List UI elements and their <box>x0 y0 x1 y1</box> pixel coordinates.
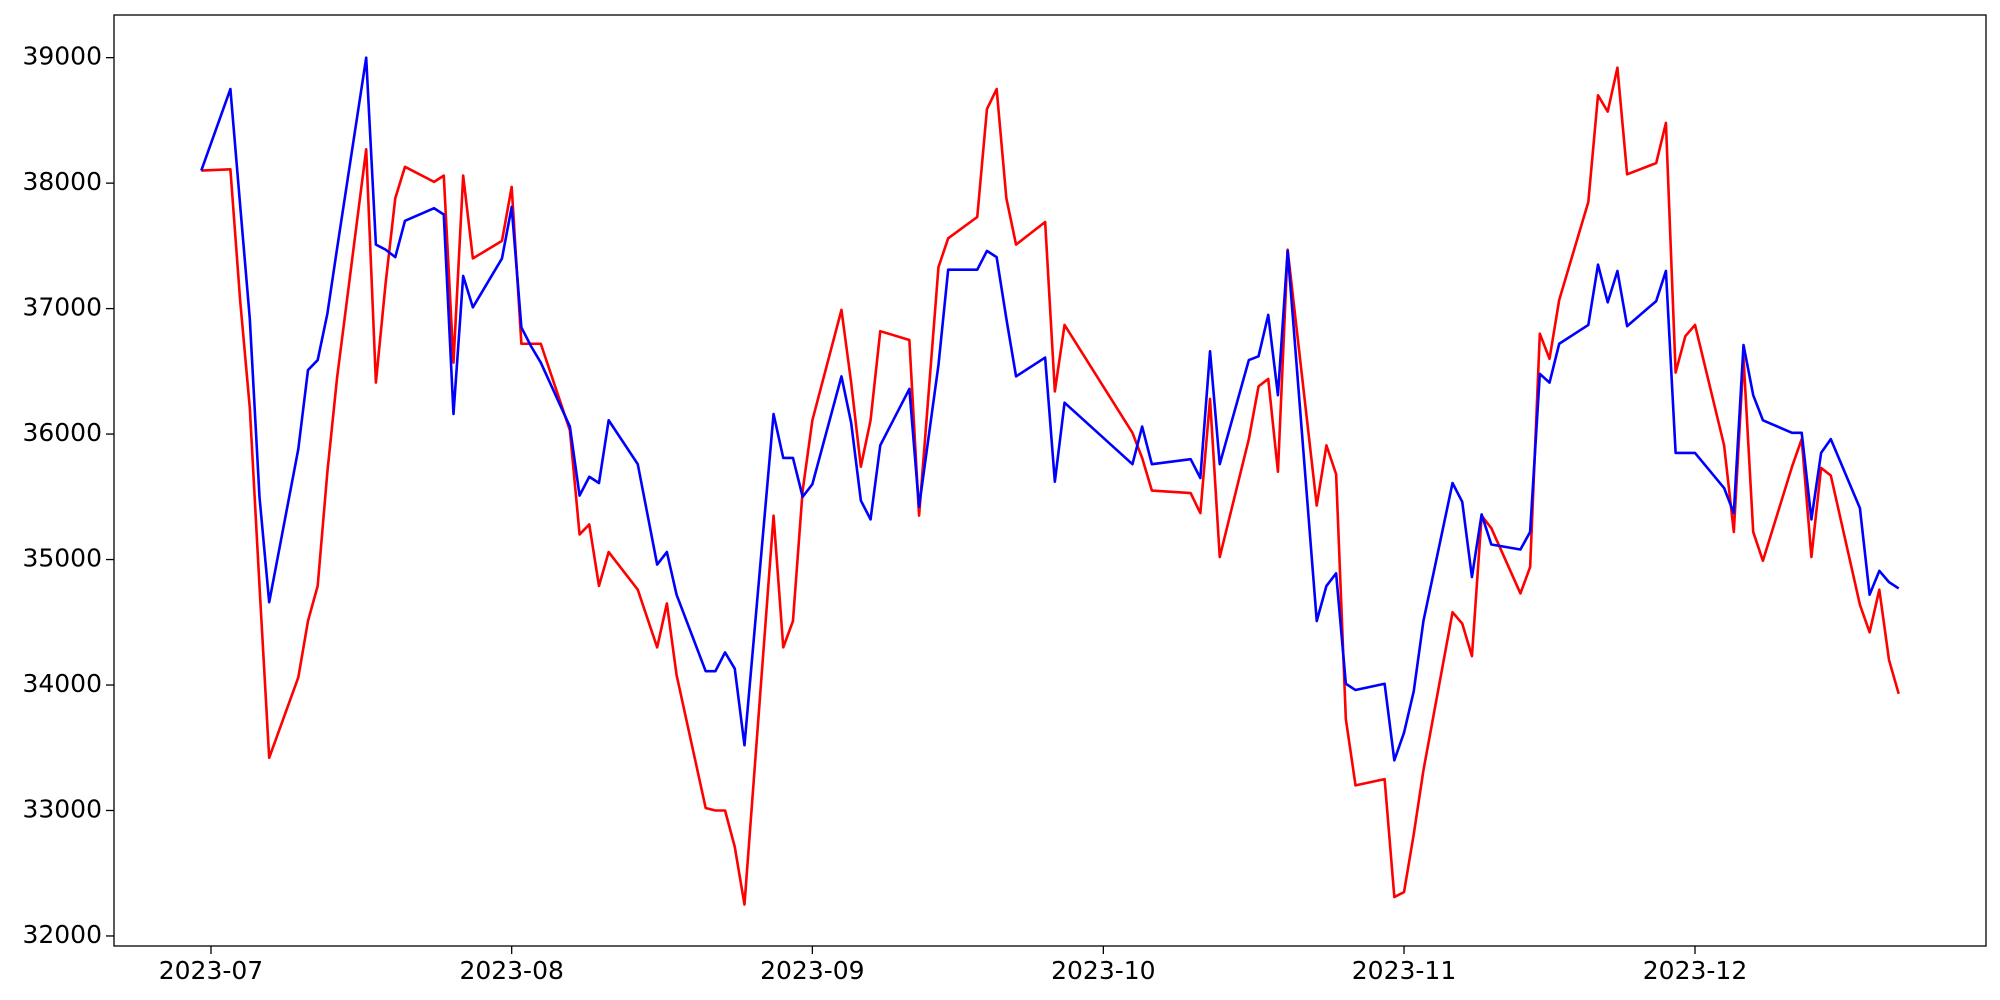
plot-frame <box>113 14 1987 947</box>
x-tick-label: 2023-11 <box>1352 956 1456 985</box>
y-tick-label: 33000 <box>22 794 102 823</box>
line-series <box>201 66 1900 906</box>
x-tick-label: 2023-07 <box>159 956 263 985</box>
x-tick-label: 2023-12 <box>1643 956 1747 985</box>
y-tick-label: 34000 <box>22 669 102 698</box>
x-tick-label: 2023-09 <box>760 956 864 985</box>
plot-area <box>200 56 1900 906</box>
line-series <box>200 56 1900 762</box>
y-tick-label: 38000 <box>22 167 102 196</box>
y-tick-label: 39000 <box>22 42 102 71</box>
y-tick-label: 32000 <box>22 920 102 949</box>
x-tick-label: 2023-10 <box>1051 956 1155 985</box>
y-tick-label: 35000 <box>22 544 102 573</box>
x-tick-label: 2023-08 <box>459 956 563 985</box>
y-tick-label: 36000 <box>22 418 102 447</box>
y-tick-label: 37000 <box>22 293 102 322</box>
